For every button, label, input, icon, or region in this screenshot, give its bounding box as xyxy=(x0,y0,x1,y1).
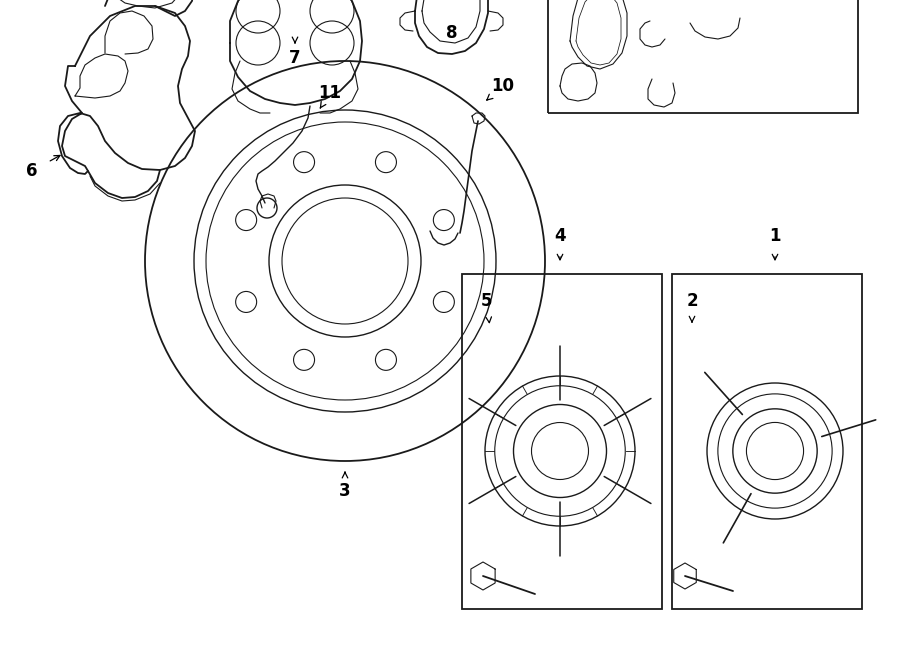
Bar xyxy=(548,0,858,113)
Text: 2: 2 xyxy=(686,292,698,310)
Text: 4: 4 xyxy=(554,227,566,245)
Text: 11: 11 xyxy=(319,84,341,102)
Bar xyxy=(672,274,862,609)
Text: 6: 6 xyxy=(26,162,38,180)
Text: 7: 7 xyxy=(289,49,301,67)
Text: 5: 5 xyxy=(482,292,493,310)
Text: 8: 8 xyxy=(446,24,458,42)
Bar xyxy=(462,274,662,609)
Text: 1: 1 xyxy=(770,227,781,245)
Text: 10: 10 xyxy=(491,77,515,95)
Text: 3: 3 xyxy=(339,482,351,500)
